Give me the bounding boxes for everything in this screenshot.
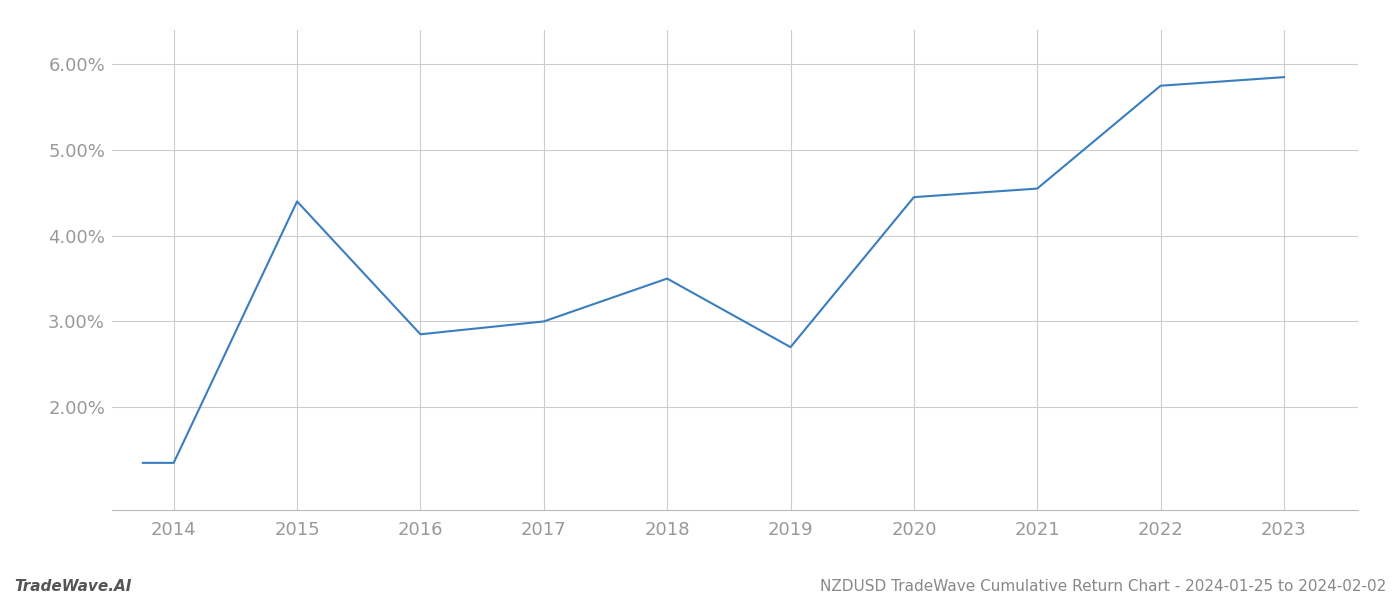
Text: TradeWave.AI: TradeWave.AI [14, 579, 132, 594]
Text: NZDUSD TradeWave Cumulative Return Chart - 2024-01-25 to 2024-02-02: NZDUSD TradeWave Cumulative Return Chart… [820, 579, 1386, 594]
